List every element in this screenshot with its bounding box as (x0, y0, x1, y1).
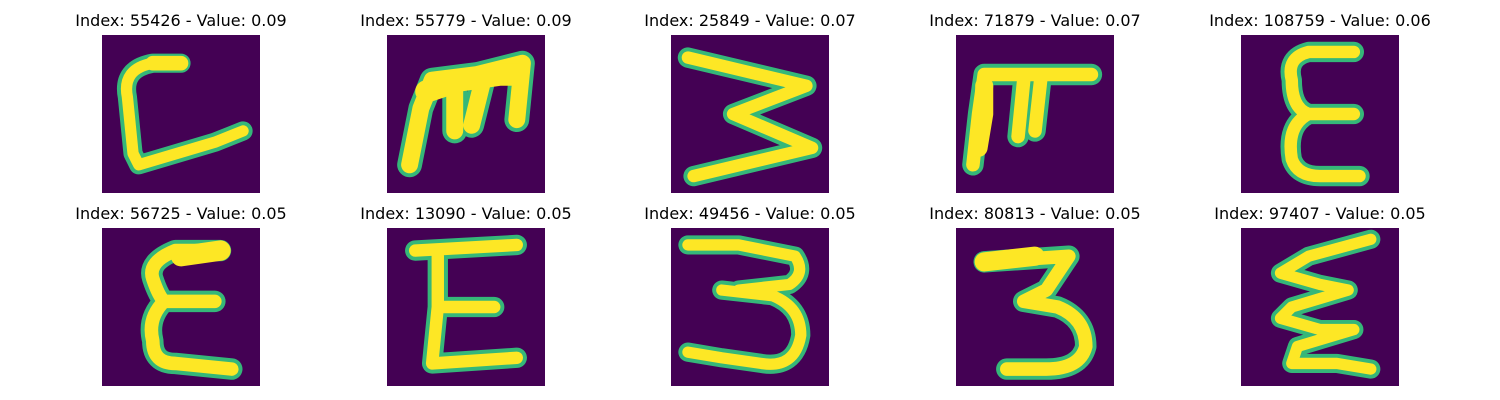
panel-1: Index: 55426 - Value: 0.09 (75, 11, 287, 201)
panel-6: Index: 56725 - Value: 0.05 (75, 204, 287, 394)
digit-image (387, 228, 545, 386)
digit-image (1241, 228, 1399, 386)
panel-10: Index: 97407 - Value: 0.05 (1214, 204, 1426, 394)
digit-image (387, 35, 545, 193)
panel-title: Index: 55426 - Value: 0.09 (75, 11, 287, 30)
digit-image (671, 35, 829, 193)
panel-7: Index: 13090 - Value: 0.05 (360, 204, 572, 394)
panel-2: Index: 55779 - Value: 0.09 (360, 11, 572, 201)
panel-title: Index: 25849 - Value: 0.07 (644, 11, 856, 30)
panel-title: Index: 97407 - Value: 0.05 (1214, 204, 1426, 223)
digit-image (671, 228, 829, 386)
digit-image (102, 228, 260, 386)
panel-title: Index: 56725 - Value: 0.05 (75, 204, 287, 223)
panel-title: Index: 108759 - Value: 0.06 (1209, 11, 1431, 30)
panel-title: Index: 49456 - Value: 0.05 (644, 204, 856, 223)
digit-image (956, 35, 1114, 193)
digit-image (1241, 35, 1399, 193)
panel-title: Index: 55779 - Value: 0.09 (360, 11, 572, 30)
digit-image (102, 35, 260, 193)
panel-title: Index: 71879 - Value: 0.07 (929, 11, 1141, 30)
panel-title: Index: 80813 - Value: 0.05 (929, 204, 1141, 223)
panel-title: Index: 13090 - Value: 0.05 (360, 204, 572, 223)
panel-9: Index: 80813 - Value: 0.05 (929, 204, 1141, 394)
panel-3: Index: 25849 - Value: 0.07 (644, 11, 856, 201)
panel-4: Index: 71879 - Value: 0.07 (929, 11, 1141, 201)
panel-5: Index: 108759 - Value: 0.06 (1209, 11, 1431, 201)
digit-image (956, 228, 1114, 386)
panel-8: Index: 49456 - Value: 0.05 (644, 204, 856, 394)
